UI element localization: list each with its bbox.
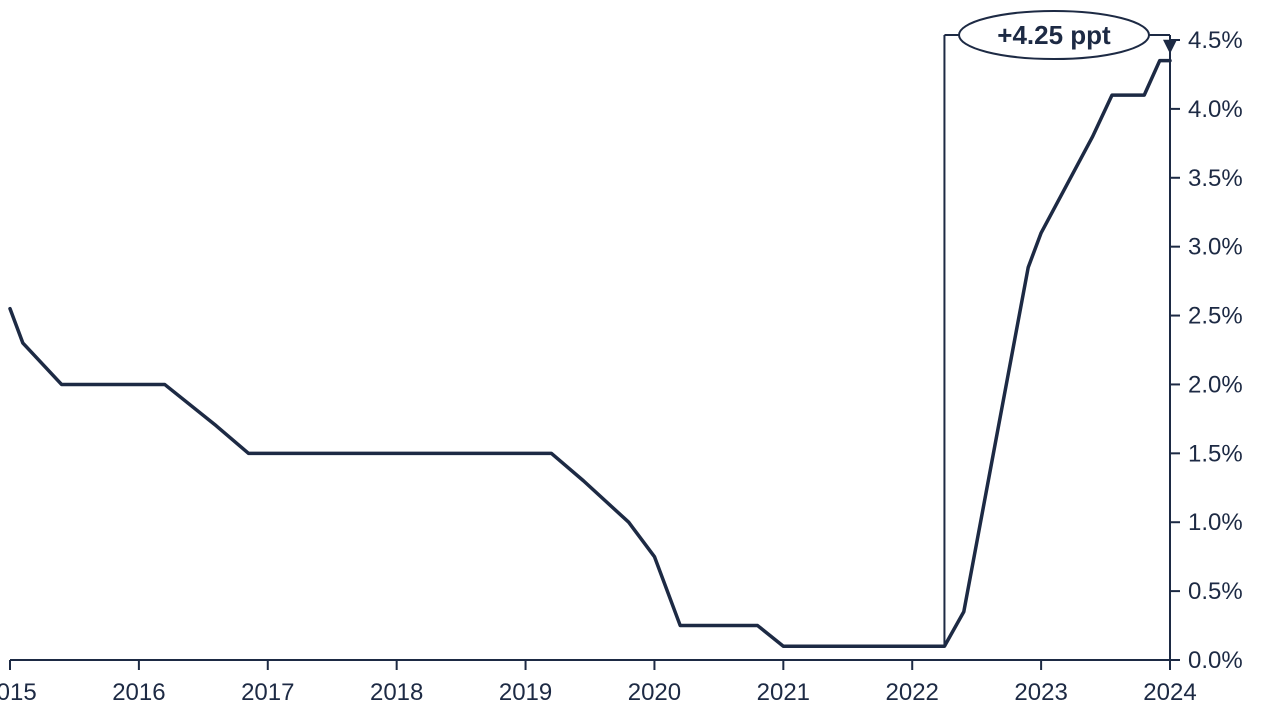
y-tick-label: 0.5% <box>1188 578 1243 605</box>
x-tick-label: 2023 <box>1014 679 1067 706</box>
x-tick-label: 2016 <box>112 679 165 706</box>
y-tick-label: 4.5% <box>1188 27 1243 54</box>
y-tick-label: 1.0% <box>1188 509 1243 536</box>
y-tick-label: 2.5% <box>1188 303 1243 330</box>
y-tick-label: 1.5% <box>1188 440 1243 467</box>
x-tick-label: 2022 <box>886 679 939 706</box>
x-tick-label: 2020 <box>628 679 681 706</box>
y-tick-label: 3.0% <box>1188 234 1243 261</box>
y-tick-label: 3.5% <box>1188 165 1243 192</box>
x-tick-label: 2021 <box>757 679 810 706</box>
x-tick-label: 2019 <box>499 679 552 706</box>
y-tick-label: 4.0% <box>1188 96 1243 123</box>
y-tick-label: 0.0% <box>1188 647 1243 674</box>
y-tick-label: 2.0% <box>1188 371 1243 398</box>
x-tick-label: 2015 <box>0 679 37 706</box>
chart-svg: 2015 2016 2017 2018 2019 2020 2021 2022 2023 2024… <box>0 0 1280 719</box>
rate-history-chart: 2015 2016 2017 2018 2019 2020 2021 2022 2023 2024… <box>0 0 1280 719</box>
x-tick-label: 2024 <box>1143 679 1196 706</box>
x-tick-label: 2018 <box>370 679 423 706</box>
x-tick-label: 2017 <box>241 679 294 706</box>
callout-label: +4.25 ppt <box>997 20 1111 50</box>
